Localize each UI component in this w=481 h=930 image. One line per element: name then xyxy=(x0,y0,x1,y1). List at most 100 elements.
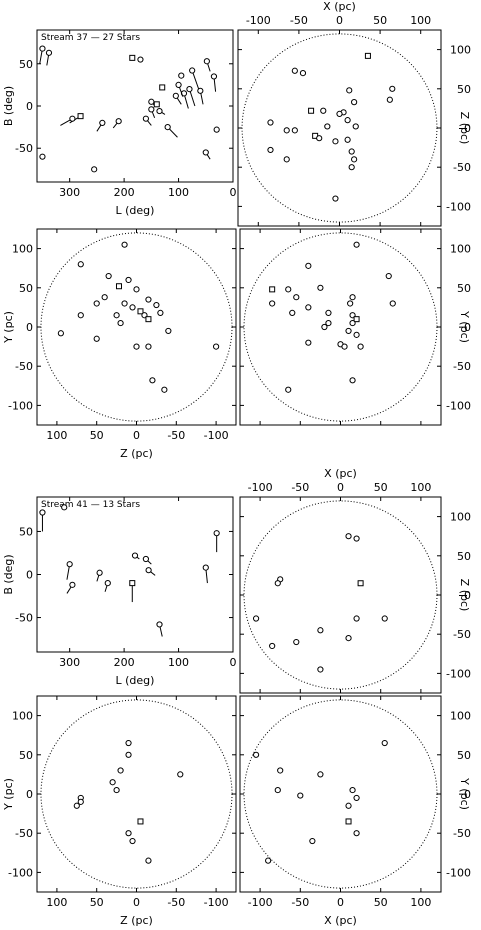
y-tick-label: 50 xyxy=(19,58,33,71)
panel-lb: 300 200 100 0 50 0 -50 L (deg) B (deg) Stream 41 … xyxy=(2,496,237,687)
data-point-circle xyxy=(349,319,356,327)
y-tick-label: 50 xyxy=(19,282,33,295)
panel-frame xyxy=(36,29,234,183)
y-tick-label: 50 xyxy=(457,749,471,762)
boundary-circle xyxy=(40,699,233,889)
data-point-circle xyxy=(69,581,76,588)
x-tick-label: 0 xyxy=(230,656,237,669)
data-point-circle xyxy=(353,331,360,338)
data-point-circle xyxy=(113,312,120,319)
panel-xz: -100 -50 0 50 100 100 50 0 -50 -100 X (pc) Z (pc) xyxy=(239,467,471,694)
data-point-circle xyxy=(305,339,312,346)
data-point-circle xyxy=(324,123,331,130)
data-point-circle xyxy=(213,530,220,537)
data-point-circle xyxy=(385,272,392,280)
x-tick-label: -100 xyxy=(248,896,273,909)
data-point-circle xyxy=(145,296,152,303)
data-point-circle xyxy=(203,58,210,65)
stream-title: Stream 41 — 13 Stars xyxy=(41,500,140,510)
motion-vector xyxy=(191,70,200,90)
data-point-circle xyxy=(145,343,152,350)
x-axis-label: Z (pc) xyxy=(120,914,153,927)
data-point-circle xyxy=(148,106,155,113)
data-point-circle xyxy=(93,300,100,307)
x-tick-label: 100 xyxy=(168,656,189,669)
boundary-circle xyxy=(40,232,233,422)
data-point-circle xyxy=(293,294,300,301)
data-point-circle xyxy=(145,857,152,864)
x-tick-label: 0 xyxy=(133,429,140,442)
x-tick-label: 100 xyxy=(168,186,189,199)
data-point-square xyxy=(353,316,360,323)
y-tick-label: 50 xyxy=(457,550,471,563)
x-tick-label: 50 xyxy=(373,14,387,27)
x-tick-label: -50 xyxy=(290,14,308,27)
data-point-circle xyxy=(346,87,353,94)
boundary-circle xyxy=(241,33,438,223)
data-point-circle xyxy=(202,564,209,571)
y-tick-label: -50 xyxy=(15,827,33,840)
panel-xy: -100 -50 0 50 100 100 50 0 -50 -100 X (pc) Y (pc) xyxy=(239,695,471,927)
x-tick-label: 100 xyxy=(410,896,431,909)
data-point-circle xyxy=(148,98,155,105)
data-point-circle xyxy=(353,615,360,622)
data-point-circle xyxy=(125,751,132,758)
panel-frame xyxy=(239,228,442,426)
data-point-circle xyxy=(293,638,300,646)
data-point-circle xyxy=(66,561,73,568)
data-point-circle xyxy=(285,386,292,393)
y-axis-label: Z (pc) xyxy=(458,112,471,145)
data-point-circle xyxy=(283,127,290,134)
panel-zy: 100 50 0 -50 -100 100 50 0 -50 -100 Z (pc) Y (pc) xyxy=(2,695,237,927)
data-point-circle xyxy=(345,533,352,540)
data-point-circle xyxy=(341,343,348,350)
y-tick-label: -50 xyxy=(15,360,33,373)
y-tick-label: 50 xyxy=(457,282,471,295)
data-point-circle xyxy=(381,739,388,747)
panel-xy: 100 50 0 -50 -100 Y (pc) xyxy=(239,228,471,426)
x-axis-label: L (deg) xyxy=(116,204,155,217)
data-point-square xyxy=(137,818,144,825)
boundary-circle xyxy=(243,699,438,889)
y-axis-label: Y (pc) xyxy=(2,778,15,811)
x-tick-label: -50 xyxy=(167,896,185,909)
data-point-circle xyxy=(332,138,339,145)
x-axis-label: L (deg) xyxy=(116,674,155,687)
data-point-circle xyxy=(353,535,360,542)
data-point-circle xyxy=(291,127,298,134)
data-point-circle xyxy=(133,343,140,350)
data-point-circle xyxy=(352,123,359,130)
x-tick-label: -100 xyxy=(248,481,273,494)
y-tick-label: 100 xyxy=(450,511,471,524)
data-point-circle xyxy=(101,294,108,301)
data-point-square xyxy=(308,107,315,114)
data-point-square xyxy=(345,818,352,825)
boundary-circle xyxy=(243,500,438,690)
data-point-circle xyxy=(336,110,343,117)
data-point-circle xyxy=(325,309,332,316)
y-tick-label: 0 xyxy=(26,569,33,582)
data-point-circle xyxy=(142,555,149,563)
y-tick-label: 100 xyxy=(450,710,471,723)
data-point-circle xyxy=(252,615,260,622)
y-tick-label: 100 xyxy=(450,44,471,57)
data-point-square xyxy=(159,84,166,91)
y-axis-label: Z (pc) xyxy=(458,579,471,612)
y-tick-label: 0 xyxy=(26,100,33,113)
data-point-circle xyxy=(117,319,124,327)
data-point-circle xyxy=(349,377,356,384)
data-point-circle xyxy=(317,771,324,778)
data-point-circle xyxy=(345,327,352,335)
data-point-circle xyxy=(213,126,220,133)
x-tick-label: 0 xyxy=(133,896,140,909)
panel-frame xyxy=(36,228,237,426)
data-point-circle xyxy=(202,149,209,156)
data-point-circle xyxy=(297,792,304,799)
data-point-circle xyxy=(61,504,68,511)
data-point-circle xyxy=(45,49,53,56)
data-point-circle xyxy=(115,118,122,125)
y-tick-label: 100 xyxy=(12,710,33,723)
x-tick-label: 0 xyxy=(230,186,237,199)
data-point-circle xyxy=(389,300,396,307)
y-axis-label: Y (pc) xyxy=(458,310,471,343)
